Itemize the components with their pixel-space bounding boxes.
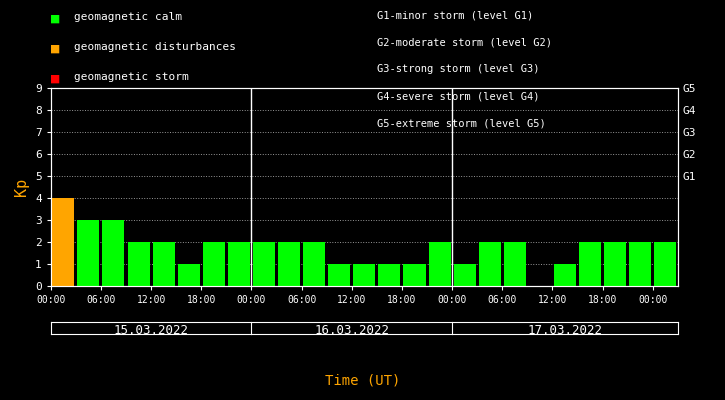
Text: G1-minor storm (level G1): G1-minor storm (level G1) [377,10,534,20]
Text: G2-moderate storm (level G2): G2-moderate storm (level G2) [377,37,552,47]
Bar [152,242,175,286]
Bar [378,264,400,286]
Bar [403,264,426,286]
Bar [52,198,75,286]
Bar [228,242,250,286]
Bar [579,242,601,286]
Bar [629,242,651,286]
Bar [278,242,300,286]
Bar [353,264,376,286]
Bar [78,220,99,286]
Text: geomagnetic disturbances: geomagnetic disturbances [74,42,236,52]
Y-axis label: Kp: Kp [14,178,30,196]
Text: Time (UT): Time (UT) [325,374,400,388]
Bar [454,264,476,286]
Bar [604,242,626,286]
Text: ■: ■ [51,12,59,26]
Bar [253,242,275,286]
Text: G4-severe storm (level G4): G4-severe storm (level G4) [377,92,539,102]
Bar [478,242,501,286]
Text: G5-extreme storm (level G5): G5-extreme storm (level G5) [377,119,546,129]
Text: G3-strong storm (level G3): G3-strong storm (level G3) [377,64,539,74]
Bar [303,242,326,286]
Text: 17.03.2022: 17.03.2022 [528,324,602,336]
Bar [428,242,451,286]
Bar [102,220,125,286]
Text: ■: ■ [51,72,59,86]
Bar [203,242,225,286]
Text: 16.03.2022: 16.03.2022 [314,324,389,336]
Bar [504,242,526,286]
Text: 15.03.2022: 15.03.2022 [114,324,188,336]
Text: geomagnetic calm: geomagnetic calm [74,12,182,22]
Bar [328,264,350,286]
Bar [554,264,576,286]
Bar [654,242,676,286]
Bar [178,264,200,286]
Bar [128,242,149,286]
Text: ■: ■ [51,42,59,56]
Text: geomagnetic storm: geomagnetic storm [74,72,188,82]
